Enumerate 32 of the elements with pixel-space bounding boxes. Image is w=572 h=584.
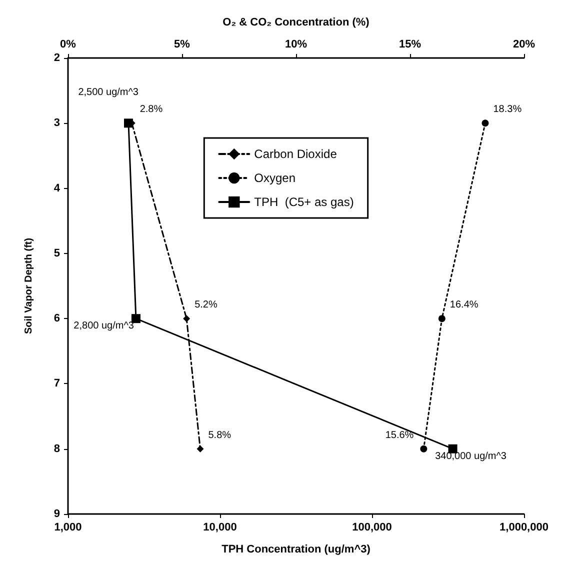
y-tick-label: 9 (54, 508, 60, 520)
x2-tick-label: 10% (284, 38, 308, 50)
annotation: 5.2% (194, 300, 218, 311)
y-tick-label: 7 (54, 378, 60, 390)
y-tick-label: 8 (54, 442, 60, 455)
annotation: 2,800 ug/m^3 (74, 320, 134, 332)
x2-tick-label: 15% (398, 38, 422, 50)
annotation: 18.3% (493, 104, 522, 116)
y-tick-label: 2 (54, 52, 60, 64)
annotation: 5.8% (208, 430, 232, 441)
legend-label: TPH (C5+ as gas) (254, 195, 354, 209)
annotation: 16.4% (450, 300, 478, 311)
y-axis-title: Soil Vapor Depth (ft) (24, 238, 34, 334)
annotation: 15.6% (385, 430, 414, 441)
annotation: 2,500 ug/m^3 (78, 87, 139, 98)
x-tick-label: 1,000,000 (500, 522, 548, 534)
annotation: 2.8% (140, 104, 163, 116)
x-tick-label: 10,000 (203, 522, 237, 534)
x2-tick-label: 5% (174, 38, 190, 50)
y-tick-label: 5 (54, 247, 60, 260)
legend-label: Carbon Dioxide (254, 147, 338, 161)
y-tick-label: 6 (54, 312, 60, 325)
x-tick-label: 100,000 (352, 522, 392, 534)
legend-label: Oxygen (254, 171, 296, 185)
x2-axis-title: O₂ & CO₂ Concentration (%) (222, 16, 370, 28)
x2-tick-label: 20% (512, 38, 536, 50)
y-tick-label: 3 (54, 117, 60, 130)
x-axis-title: TPH Concentration (ug/m^3) (222, 544, 371, 556)
y-tick-label: 4 (54, 182, 61, 194)
annotation: 340,000 ug/m^3 (435, 450, 507, 462)
x-tick-label: 1,000 (54, 522, 82, 534)
x2-tick-label: 0% (60, 38, 76, 50)
